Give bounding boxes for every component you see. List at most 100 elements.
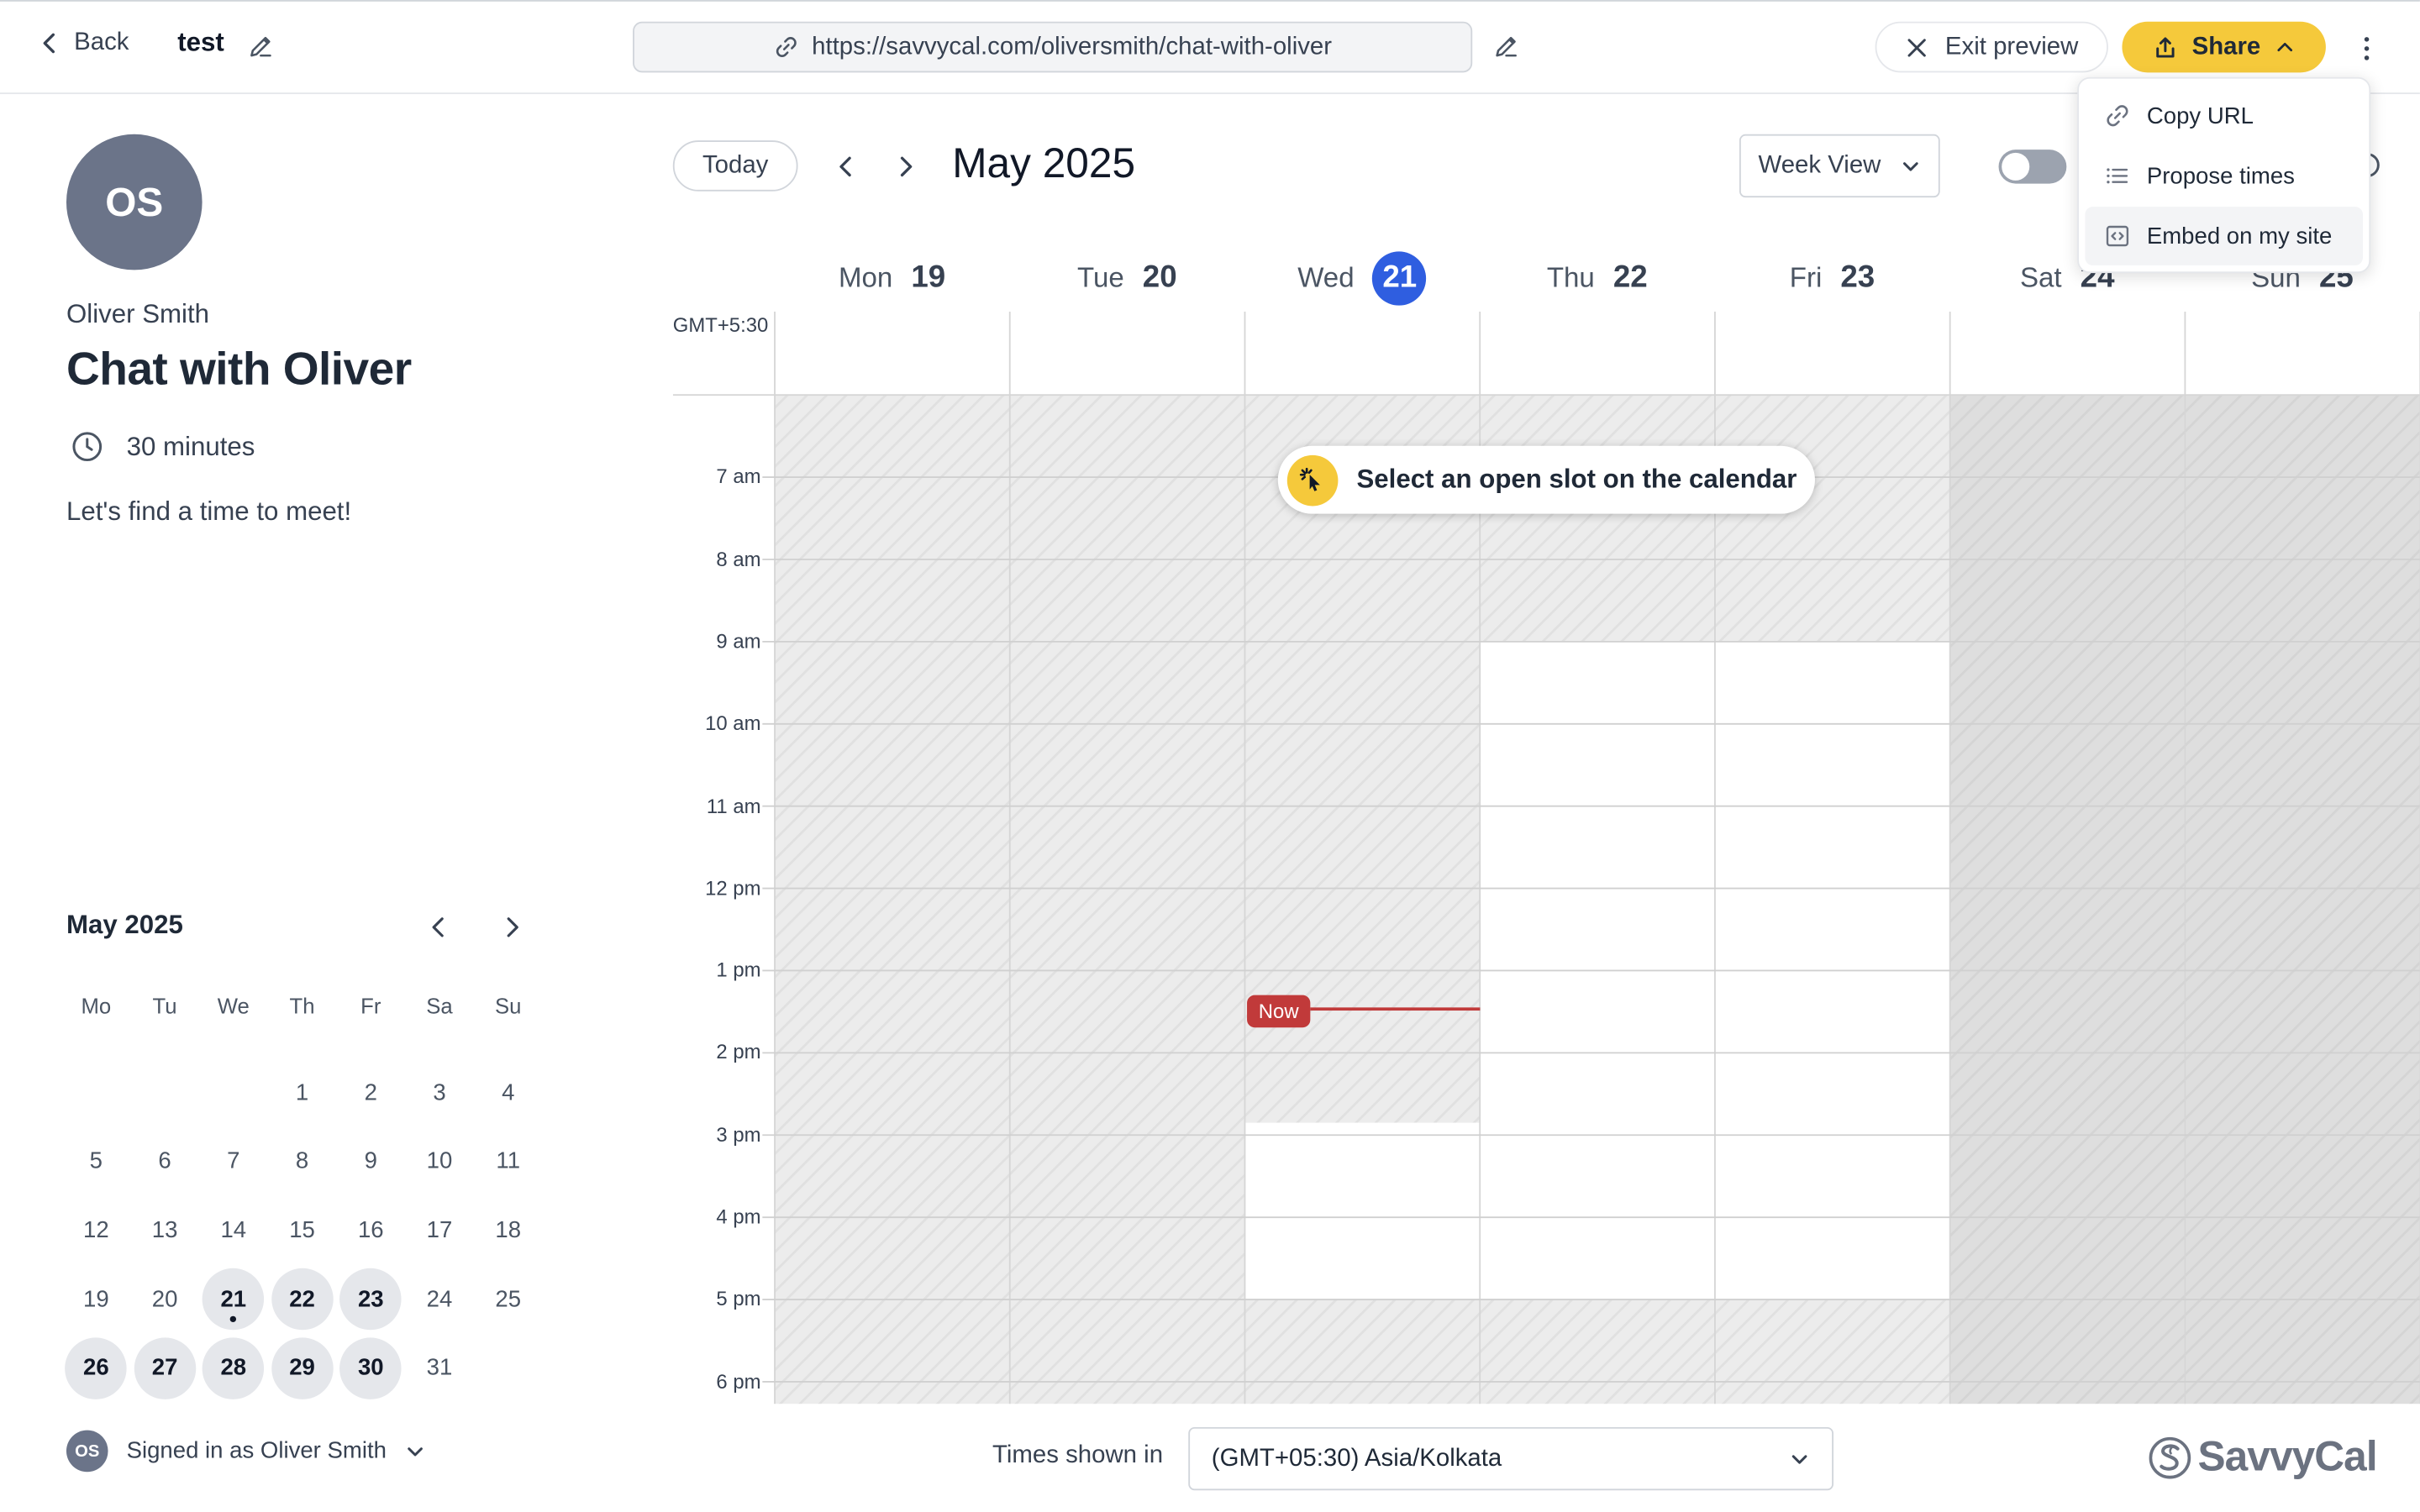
exit-preview-button[interactable]: Exit preview xyxy=(1875,21,2108,73)
menu-item-label: Propose times xyxy=(2146,162,2295,189)
back-button[interactable]: Back xyxy=(37,29,129,57)
brand-name: SavvyCal xyxy=(2197,1433,2377,1480)
weekday-header: Su xyxy=(495,993,522,1019)
mini-calendar-day: 15 xyxy=(289,1216,315,1244)
share-upload-icon xyxy=(2156,36,2175,57)
mini-calendar-day[interactable]: 27 xyxy=(130,1334,199,1403)
hour-label: 11 am xyxy=(706,793,761,817)
booking-url-text: https://savvycal.com/oliversmith/chat-wi… xyxy=(812,33,1333,60)
mini-calendar-title: May 2025 xyxy=(66,910,183,940)
day-number: 21 xyxy=(1372,250,1427,305)
embed-icon xyxy=(2106,225,2129,247)
day-name: Tue xyxy=(1076,261,1124,293)
next-week-icon[interactable] xyxy=(891,151,922,182)
mini-calendar-day: 17 xyxy=(426,1216,453,1244)
hour-label: 1 pm xyxy=(716,958,761,982)
chevron-down-icon xyxy=(1791,1454,1807,1463)
mini-calendar-day: 14 xyxy=(220,1216,247,1244)
select-slot-hint: Select an open slot on the calendar xyxy=(1277,445,1815,514)
pointer-click-icon xyxy=(1286,454,1339,506)
today-button[interactable]: Today xyxy=(672,140,798,192)
now-indicator-line xyxy=(1310,1007,1481,1011)
signed-in-menu[interactable]: OS Signed in as Oliver Smith xyxy=(66,1430,427,1473)
unavailable-block xyxy=(1009,395,1245,1404)
hour-label: 9 am xyxy=(716,629,761,653)
chevron-down-icon xyxy=(408,1446,424,1456)
edit-url-pencil-icon[interactable] xyxy=(1492,33,1520,60)
exit-preview-label: Exit preview xyxy=(1944,33,2079,60)
savvycal-logo: SavvyCal xyxy=(2149,1433,2378,1481)
mini-calendar-day[interactable]: 28 xyxy=(199,1334,268,1403)
mini-calendar-day[interactable]: 21 xyxy=(199,1265,268,1334)
timezone-label: Times shown in xyxy=(992,1442,1164,1469)
booking-url-field[interactable]: https://savvycal.com/oliversmith/chat-wi… xyxy=(633,21,1473,73)
chevron-left-icon xyxy=(43,33,55,54)
clock-icon xyxy=(72,432,103,462)
page-name: test xyxy=(177,28,224,57)
link-icon xyxy=(776,37,797,57)
week-grid[interactable]: 7 am 8 am 9 am 10 am 11 am 12 pm 1 pm 2 pm 3 pm 4… xyxy=(672,312,2420,1404)
menu-item-label: Embed on my site xyxy=(2146,223,2333,249)
toggle-knob xyxy=(2002,152,2030,181)
mini-prev-month-icon[interactable] xyxy=(423,911,454,942)
gear-icon[interactable] xyxy=(2370,150,2383,181)
now-badge: Now xyxy=(1247,995,1311,1028)
mini-calendar-day[interactable]: 23 xyxy=(336,1265,405,1334)
mini-calendar-day: 11 xyxy=(496,1147,521,1175)
mini-calendar-day[interactable]: 22 xyxy=(268,1265,337,1334)
mini-calendar-day: 2 xyxy=(364,1079,377,1106)
menu-item-copy-url[interactable]: Copy URL xyxy=(2085,87,2363,145)
mini-calendar-day: 7 xyxy=(227,1147,240,1175)
weekday-header: Th xyxy=(289,993,315,1019)
open-slot[interactable] xyxy=(1244,1122,1481,1300)
pencil-icon[interactable] xyxy=(247,33,275,60)
mini-calendar-day: 31 xyxy=(426,1355,453,1382)
empty-day-cell xyxy=(130,1058,199,1126)
timezone-value: (GMT+05:30) Asia/Kolkata xyxy=(1211,1445,1502,1472)
mini-calendar-day: 20 xyxy=(151,1286,178,1313)
mini-calendar-day: 8 xyxy=(295,1147,309,1175)
empty-day-cell xyxy=(199,1058,268,1126)
hour-label: 12 pm xyxy=(705,875,761,900)
mini-calendar-day[interactable]: 26 xyxy=(61,1334,130,1403)
top-bar: Back test https://savvycal.com/oliversmi… xyxy=(0,0,2420,95)
host-name: Oliver Smith xyxy=(66,299,210,329)
day-name: Fri xyxy=(1789,261,1823,293)
mini-calendar-day[interactable]: 29 xyxy=(268,1334,337,1403)
mini-calendar-day[interactable]: 30 xyxy=(336,1334,405,1403)
savvycal-logo-icon xyxy=(2149,1436,2191,1478)
view-select[interactable]: Week View xyxy=(1739,134,1940,198)
display-toggle[interactable] xyxy=(1998,150,2067,184)
timezone-abbreviation: GMT+5:30 xyxy=(672,312,769,337)
week-grid-canvas xyxy=(672,312,2420,1404)
menu-item-embed[interactable]: Embed on my site xyxy=(2085,207,2363,265)
chevron-down-icon xyxy=(1902,161,1918,171)
mini-calendar-day: 25 xyxy=(495,1286,522,1313)
more-options-icon[interactable] xyxy=(2352,29,2380,66)
hour-label: 7 am xyxy=(716,465,761,488)
timezone-select[interactable]: (GMT+05:30) Asia/Kolkata xyxy=(1188,1426,1833,1491)
mini-calendar-day: 9 xyxy=(364,1147,377,1175)
menu-item-propose-times[interactable]: Propose times xyxy=(2085,146,2363,205)
weekday-header: Fr xyxy=(360,993,381,1019)
user-avatar: OS xyxy=(66,1430,108,1473)
prev-week-icon[interactable] xyxy=(830,151,861,182)
unavailable-block xyxy=(775,395,1010,1404)
mini-calendar-day: 18 xyxy=(495,1216,522,1244)
hour-label: 8 am xyxy=(716,547,761,570)
mini-calendar-day: 6 xyxy=(158,1147,171,1175)
share-button[interactable]: Share xyxy=(2122,21,2326,73)
mini-calendar-day: 3 xyxy=(433,1079,446,1106)
mini-calendar-day: 13 xyxy=(151,1216,178,1244)
day-header-fri: Fri 23 xyxy=(1715,247,1949,308)
day-header-mon: Mon 19 xyxy=(775,247,1009,308)
weekday-header: We xyxy=(217,993,250,1019)
mini-next-month-icon[interactable] xyxy=(497,911,528,942)
event-title: Chat with Oliver xyxy=(66,344,412,396)
event-duration: 30 minutes xyxy=(70,429,255,465)
back-label: Back xyxy=(74,29,129,56)
close-icon xyxy=(1908,38,1927,56)
mini-calendar-day: 5 xyxy=(89,1147,103,1175)
day-name: Sat xyxy=(2019,261,2062,293)
signed-in-label: Signed in as Oliver Smith xyxy=(126,1437,387,1465)
